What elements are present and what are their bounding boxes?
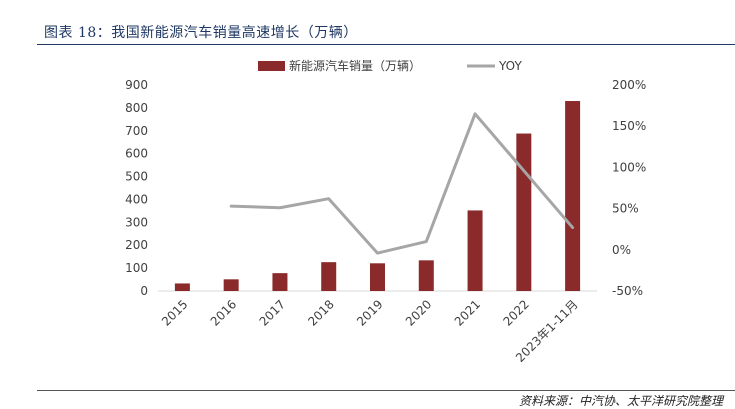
title-rule <box>37 44 735 45</box>
y-left-tick-label: 300 <box>125 215 148 229</box>
y-left-tick-label: 200 <box>125 238 148 252</box>
bar <box>272 273 288 291</box>
x-tick-label: 2021 <box>452 297 483 328</box>
y-right-tick-label: 0% <box>612 243 631 257</box>
x-tick-label: 2015 <box>159 297 190 328</box>
yoy-line <box>229 112 575 255</box>
bar <box>565 101 581 292</box>
y-left-tick-label: 0 <box>140 284 148 298</box>
x-tick-label: 2017 <box>257 297 288 328</box>
source-note: 资料来源：中汽协、太平洋研究院整理 <box>518 394 723 408</box>
y-right-tick-label: 100% <box>612 160 646 174</box>
legend-bar-label: 新能源汽车销量（万辆） <box>289 58 421 73</box>
legend-bar-swatch <box>258 61 285 71</box>
chart: 0 100 200 300 400 500 600 700 800 900 -50% 0% 50% 100… <box>125 58 646 365</box>
y-left-tick-label: 100 <box>125 261 148 275</box>
y-right-tick-label: -50% <box>612 284 643 298</box>
y-right-tick-label: 200% <box>612 78 646 92</box>
y-left-tick-label: 900 <box>125 78 148 92</box>
y-left-tick-label: 500 <box>125 170 148 184</box>
bar <box>516 133 532 291</box>
figure-title: 图表 18：我国新能源汽车销量高速增长（万辆） <box>44 25 358 41</box>
x-tick-label: 2020 <box>403 297 434 328</box>
x-tick-label: 2018 <box>305 297 336 328</box>
bar <box>321 262 337 291</box>
bar <box>370 263 385 291</box>
x-tick-label: 2019 <box>354 297 385 328</box>
x-tick-label: 2016 <box>208 297 239 328</box>
bottom-rule <box>37 390 735 391</box>
bar <box>467 210 483 291</box>
y-right-tick-label: 50% <box>612 202 639 216</box>
x-tick-label: 2022 <box>500 297 531 328</box>
bar <box>174 283 190 291</box>
bar <box>223 279 239 291</box>
legend-line-label: YOY <box>498 59 522 73</box>
y-right-tick-label: 150% <box>612 119 646 133</box>
y-left-tick-label: 400 <box>125 192 148 206</box>
y-left-tick-label: 700 <box>125 124 148 138</box>
bar <box>418 260 434 291</box>
y-left-tick-label: 800 <box>125 101 148 115</box>
y-left-tick-label: 600 <box>125 147 148 161</box>
